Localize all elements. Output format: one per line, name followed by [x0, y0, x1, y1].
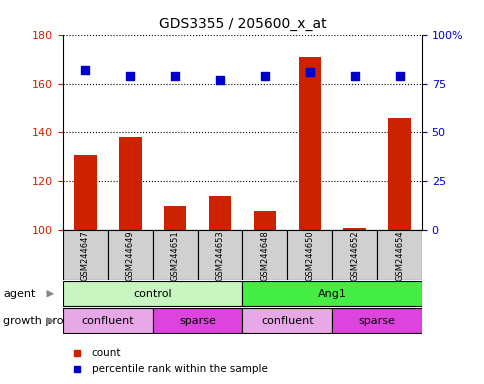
Bar [298, 56, 320, 230]
Text: GSM244647: GSM244647 [81, 230, 90, 281]
Bar [242, 308, 332, 333]
Point [395, 73, 403, 79]
Text: agent: agent [3, 289, 35, 299]
Bar [119, 137, 141, 230]
Text: Ang1: Ang1 [317, 289, 346, 299]
Bar [253, 211, 275, 230]
Bar [197, 230, 242, 280]
Bar [287, 230, 332, 280]
Point [81, 67, 89, 73]
Bar [152, 230, 197, 280]
Text: GSM244652: GSM244652 [349, 230, 359, 281]
Bar [242, 230, 287, 280]
Bar [63, 308, 152, 333]
Bar [242, 281, 421, 306]
Text: control: control [133, 289, 172, 299]
Text: GSM244651: GSM244651 [170, 230, 180, 281]
Bar [63, 230, 107, 280]
Bar [388, 118, 410, 230]
Point [216, 76, 224, 83]
Text: GSM244653: GSM244653 [215, 230, 224, 281]
Bar [332, 230, 376, 280]
Text: sparse: sparse [179, 316, 216, 326]
Bar [152, 308, 242, 333]
Bar [332, 308, 421, 333]
Bar [63, 281, 242, 306]
Text: sparse: sparse [358, 316, 395, 326]
Point [126, 73, 134, 79]
Bar [164, 206, 186, 230]
Point [260, 73, 268, 79]
Bar [376, 230, 421, 280]
Bar [209, 196, 231, 230]
Text: growth protocol: growth protocol [3, 316, 91, 326]
Text: GSM244650: GSM244650 [304, 230, 314, 281]
Bar [74, 154, 96, 230]
Text: GSM244654: GSM244654 [394, 230, 403, 281]
Text: confluent: confluent [81, 316, 134, 326]
Point [171, 73, 179, 79]
Text: GSM244648: GSM244648 [260, 230, 269, 281]
Text: count: count [91, 348, 121, 358]
Point [350, 73, 358, 79]
Bar [107, 230, 152, 280]
Text: GSM244649: GSM244649 [125, 230, 135, 281]
Text: GDS3355 / 205600_x_at: GDS3355 / 205600_x_at [158, 17, 326, 31]
Text: percentile rank within the sample: percentile rank within the sample [91, 364, 267, 374]
Bar [343, 228, 365, 230]
Point [305, 69, 313, 75]
Text: confluent: confluent [260, 316, 313, 326]
